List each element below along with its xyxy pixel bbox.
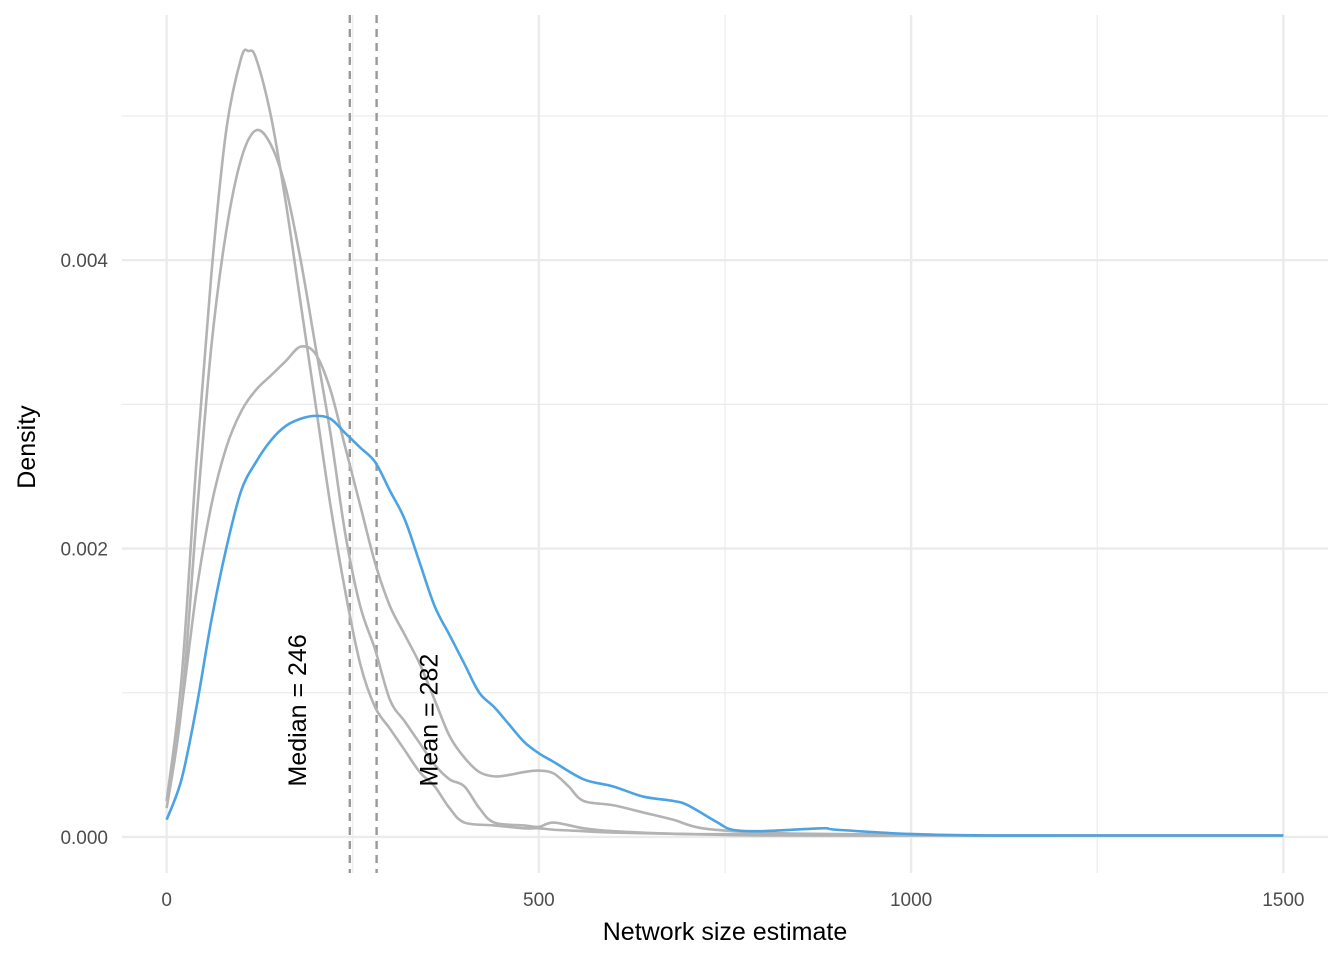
reference-lines	[348, 15, 378, 873]
density-line-2	[165, 128, 1284, 837]
x-axis-title: Network size estimate	[603, 918, 848, 946]
x-tick-label: 500	[523, 890, 555, 911]
x-axis-ticks: 0 500 1000 1500	[161, 890, 1304, 911]
y-axis-ticks: 0.000 0.002 0.004	[60, 251, 108, 849]
major-gridlines	[122, 15, 1328, 873]
y-tick-label: 0.002	[60, 540, 108, 561]
y-tick-label: 0.000	[60, 828, 108, 849]
minor-gridlines	[122, 15, 1328, 873]
x-tick-label: 1500	[1262, 890, 1304, 911]
y-axis-title: Density	[13, 405, 41, 489]
median-label: Median = 246	[284, 634, 312, 786]
x-tick-label: 1000	[890, 890, 932, 911]
highlight-density-line	[165, 414, 1284, 837]
y-tick-label: 0.004	[60, 251, 108, 272]
density-series	[165, 48, 1284, 837]
reference-annotations: Median = 246 Mean = 282	[284, 634, 444, 786]
x-tick-label: 0	[161, 890, 172, 911]
mean-label: Mean = 282	[416, 654, 444, 787]
density-line-3	[165, 344, 1284, 837]
